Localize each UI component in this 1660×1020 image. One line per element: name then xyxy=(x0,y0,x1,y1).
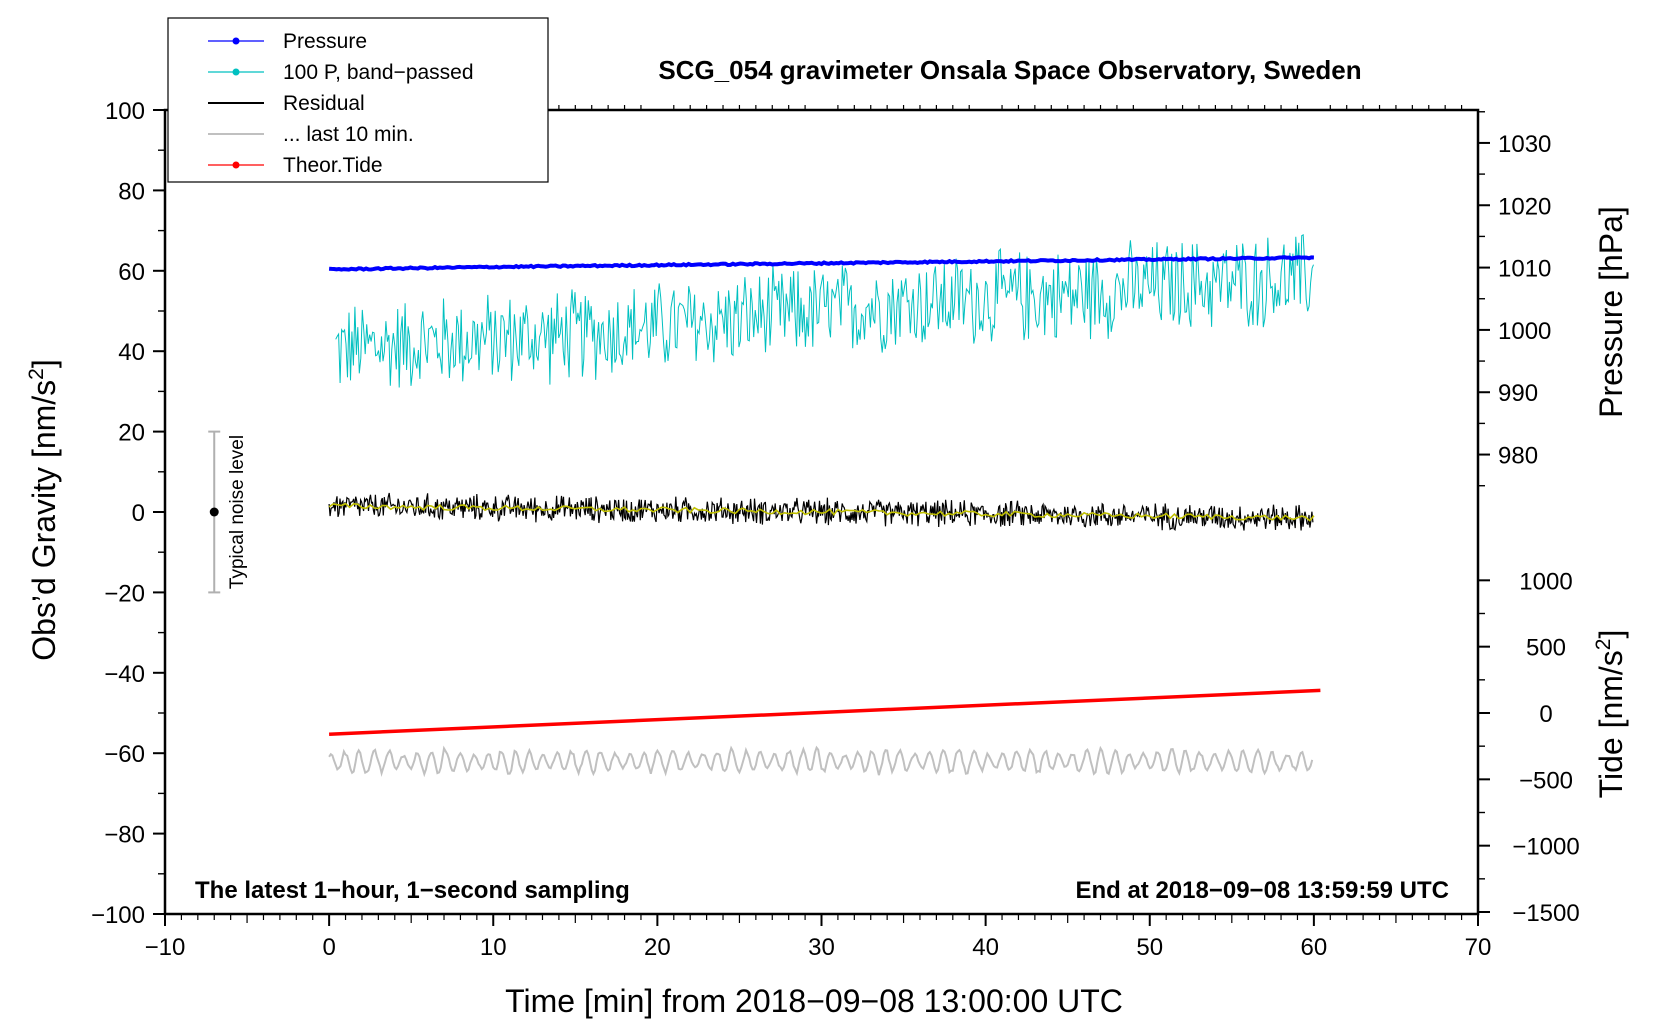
tide-tick-label: −1500 xyxy=(1512,900,1579,927)
x-tick-label: 10 xyxy=(480,934,507,961)
series-pressure xyxy=(328,255,1314,272)
legend-marker xyxy=(232,68,240,76)
pressure-tick-label: 1000 xyxy=(1498,318,1551,345)
y-tick-label: −40 xyxy=(104,661,145,688)
tide-tick-label: 500 xyxy=(1526,635,1566,662)
legend-label: Residual xyxy=(283,92,365,115)
tide-axis-title-close: ] xyxy=(1593,630,1629,639)
tide-tick-label: 1000 xyxy=(1519,568,1572,595)
legend-label: Pressure xyxy=(283,30,367,53)
pressure-tick-label: 990 xyxy=(1498,380,1538,407)
y-tick-label: −60 xyxy=(104,741,145,768)
y-tick-label: 20 xyxy=(118,420,145,447)
x-tick-label: 50 xyxy=(1136,934,1163,961)
tide-tick-label: 0 xyxy=(1539,701,1552,728)
pressure-tick-label: 1010 xyxy=(1498,256,1551,283)
end-time-note: End at 2018−09−08 13:59:59 UTC xyxy=(1075,877,1449,904)
x-tick-label: 20 xyxy=(644,934,671,961)
pressure-tick-label: 1030 xyxy=(1498,131,1551,158)
y-axis-title-base: Obs’d Gravity [nm/s xyxy=(26,380,62,661)
tide-axis-title-sup: 2 xyxy=(1592,639,1615,651)
legend-marker xyxy=(232,161,240,169)
legend-label: 100 P, band−passed xyxy=(283,61,474,84)
series-theor-tide xyxy=(329,688,1321,736)
y-axis-title: Obs’d Gravity [nm/s2] xyxy=(25,359,62,661)
noise-indicator: Typical noise level xyxy=(208,430,248,594)
legend-entries: Pressure 100 P, band−passed Residual ... la… xyxy=(208,30,474,177)
x-tick-label: 30 xyxy=(808,934,835,961)
ticks-layer: −10 0 10 20 30 40 50 60 70−100−80−60−40−20020406… xyxy=(91,98,1580,961)
y-tick-label: 40 xyxy=(118,339,145,366)
y-tick-label: 0 xyxy=(132,500,145,527)
y-tick-label: −20 xyxy=(104,580,145,607)
y-axis-title-close: ] xyxy=(26,359,62,368)
pressure-axis-title: Pressure [hPa] xyxy=(1593,206,1629,418)
y-tick-label: −100 xyxy=(91,902,145,929)
y-tick-label: 60 xyxy=(118,259,145,286)
pressure-tick-label: 1020 xyxy=(1498,193,1551,220)
noise-center-dot xyxy=(209,507,219,517)
tide-axis-title-base: Tide [nm/s xyxy=(1593,650,1629,798)
tide-axis-title: Tide [nm/s2] xyxy=(1592,630,1629,799)
series-layer xyxy=(328,233,1321,778)
y-tick-label: 80 xyxy=(118,178,145,205)
x-tick-label: 40 xyxy=(972,934,999,961)
y-axis-title-sup: 2 xyxy=(25,368,48,380)
x-tick-label: 0 xyxy=(322,934,335,961)
legend: Pressure 100 P, band−passed Residual ... la… xyxy=(167,17,549,183)
legend-marker xyxy=(232,37,240,45)
sampling-note: The latest 1−hour, 1−second sampling xyxy=(195,877,630,904)
legend-box xyxy=(167,17,549,183)
legend-label: Theor.Tide xyxy=(283,154,383,177)
noise-indicator-label: Typical noise level xyxy=(227,435,248,589)
x-tick-label: −10 xyxy=(145,934,186,961)
y-tick-label: −80 xyxy=(104,822,145,849)
series-last-10-min xyxy=(328,745,1314,778)
x-tick-label: 60 xyxy=(1301,934,1328,961)
y-tick-label: 100 xyxy=(105,98,145,125)
legend-label: ... last 10 min. xyxy=(283,123,414,146)
chart-title: SCG_054 gravimeter Onsala Space Observat… xyxy=(658,55,1361,85)
x-axis-title: Time [min] from 2018−09−08 13:00:00 UTC xyxy=(505,983,1123,1019)
tide-tick-label: −500 xyxy=(1519,767,1573,794)
x-tick-label: 70 xyxy=(1465,934,1492,961)
series-bandpassed-pressure xyxy=(335,233,1314,388)
tide-tick-label: −1000 xyxy=(1512,834,1579,861)
series-residual-smoothed xyxy=(328,502,1315,522)
pressure-tick-label: 980 xyxy=(1498,443,1538,470)
